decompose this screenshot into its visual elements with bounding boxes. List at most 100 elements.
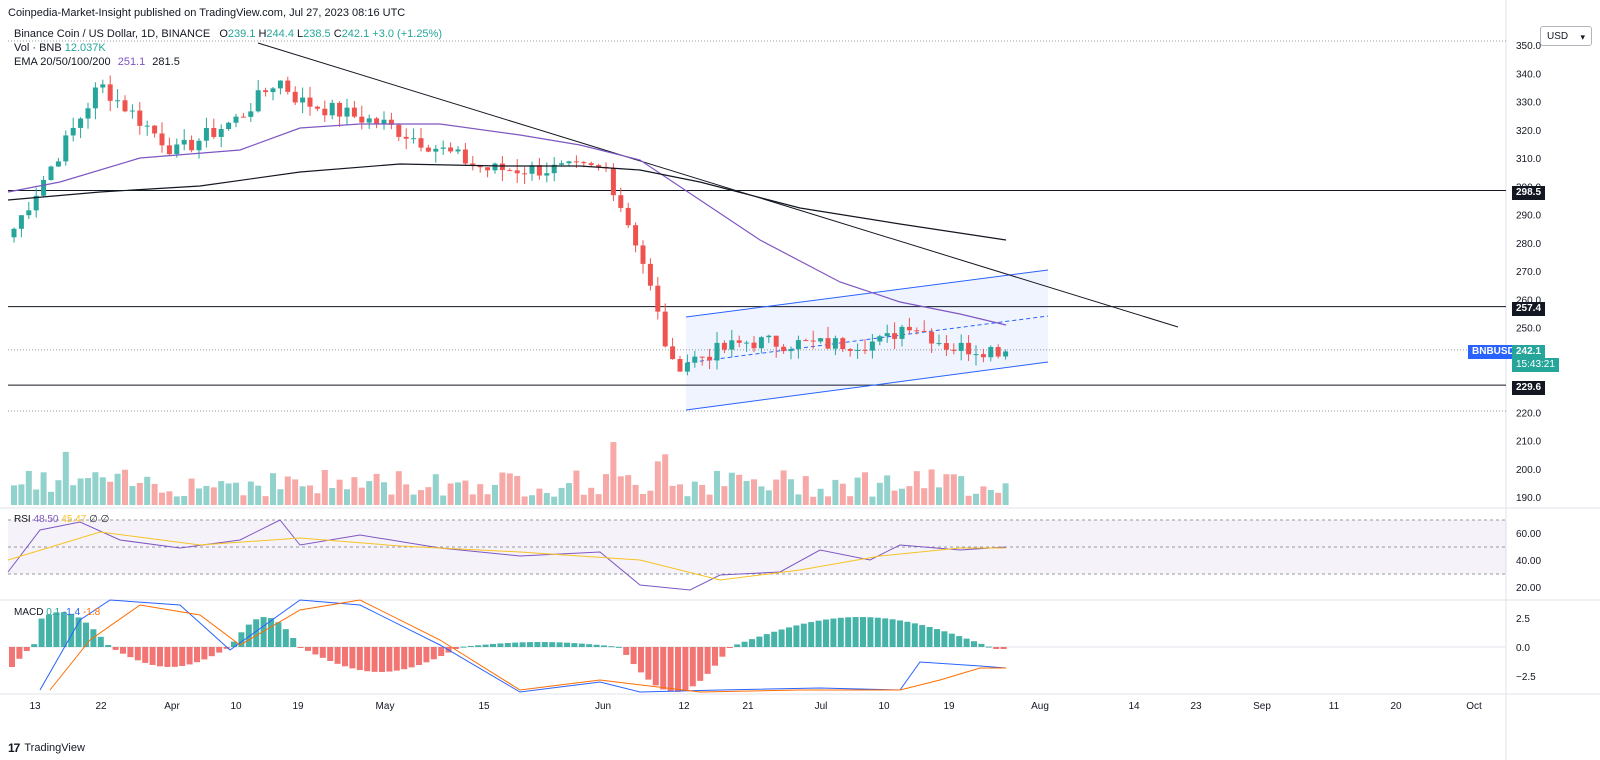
macd-hist-bar	[660, 647, 667, 690]
volume-bar	[943, 474, 950, 505]
macd-hist-bar	[134, 647, 141, 661]
macd-hist-bar	[157, 647, 163, 667]
volume-bar	[543, 492, 550, 505]
volume-bar	[743, 480, 750, 505]
macd-hist-bar	[564, 642, 570, 647]
macd-hist-bar	[808, 622, 815, 647]
volume-bar	[795, 494, 802, 505]
volume-bar	[381, 482, 387, 505]
macd-hist-bar	[112, 647, 119, 650]
candle-body	[26, 210, 32, 216]
candle-body	[699, 356, 705, 358]
volume-bar	[788, 479, 794, 505]
volume-bar	[529, 495, 535, 505]
candle-body	[514, 170, 520, 174]
volume-bar	[617, 476, 624, 505]
volume-bar	[92, 472, 99, 505]
candle-body	[314, 106, 320, 109]
macd-hist-bar	[845, 617, 852, 647]
candle-body	[85, 108, 91, 119]
volume-bar	[329, 488, 336, 505]
macd-hist-bar	[149, 647, 156, 665]
macd-hist-bar	[319, 647, 326, 658]
macd-hist-bar	[334, 647, 341, 664]
volume-bar	[77, 478, 84, 505]
price-tick-label: 260.0	[1516, 295, 1541, 306]
currency-label: USD	[1547, 31, 1569, 42]
volume-bar	[373, 473, 380, 505]
volume-value: 12.037K	[64, 42, 106, 54]
candle-body	[536, 165, 542, 176]
volume-bar	[802, 476, 809, 505]
candle-body	[832, 338, 838, 349]
candle-body	[647, 263, 653, 286]
macd-hist-bar	[453, 647, 459, 649]
candle-body	[152, 125, 158, 134]
candle-body	[781, 346, 787, 352]
currency-button[interactable]: USD ▾	[1540, 26, 1592, 46]
volume-bar	[728, 472, 735, 505]
macd-hist-bar	[615, 646, 622, 648]
macd-hist-bar	[645, 647, 652, 680]
macd-hist-bar	[490, 643, 496, 647]
macd-hist-bar	[260, 617, 267, 647]
macd-hist-bar	[142, 647, 149, 663]
time-axis-label: 19	[292, 701, 304, 712]
volume-bar	[233, 482, 239, 505]
candle-body	[566, 161, 572, 164]
volume-label[interactable]: Vol · BNB	[14, 42, 62, 54]
macd-hist-bar	[282, 629, 289, 647]
candle-body	[448, 147, 454, 152]
macd-hist-bar	[904, 621, 911, 647]
change-value: +3.0 (+1.25%)	[372, 28, 442, 40]
candle-body	[795, 340, 801, 350]
volume-bar	[773, 479, 780, 505]
macd-hist-bar	[741, 641, 748, 647]
volume-bar	[99, 477, 106, 505]
volume-bar	[270, 473, 276, 505]
volume-bar	[1002, 483, 1009, 505]
candle-body	[736, 340, 742, 343]
volume-bar	[107, 481, 114, 505]
time-axis-label: May	[376, 701, 395, 712]
volume-bar	[247, 481, 254, 505]
macd-hist-bar	[756, 636, 763, 647]
rsi-tick-label: 60.00	[1516, 529, 1541, 540]
ema-label[interactable]: EMA 20/50/100/200	[14, 56, 111, 68]
volume-bar	[344, 489, 350, 505]
macd-label[interactable]: MACD	[14, 607, 44, 618]
volume-bar	[188, 478, 195, 505]
tradingview-logo[interactable]: 17 TradingView	[8, 741, 85, 755]
ema-fast-line	[7, 123, 1007, 326]
macd-hist-bar	[719, 647, 726, 657]
volume-bar	[455, 482, 461, 505]
macd-hist-bar	[778, 629, 785, 647]
macd-hist-bar	[460, 646, 467, 648]
price-tick-label: 220.0	[1516, 408, 1541, 419]
candle-body	[551, 164, 557, 174]
macd-hist-bar	[194, 647, 200, 663]
candle-body	[366, 118, 372, 123]
candle-body	[174, 144, 180, 155]
volume-bar	[825, 496, 831, 505]
candle-body	[906, 326, 912, 331]
candle-body	[226, 122, 232, 130]
macd-hist-bar	[482, 644, 489, 647]
volume-bar	[632, 484, 639, 505]
candle-body	[618, 195, 624, 208]
candle-body	[995, 347, 1001, 357]
macd-hist-bar	[689, 647, 696, 687]
rsi-label[interactable]: RSI	[14, 514, 31, 525]
symbol-name[interactable]: Binance Coin / US Dollar, 1D, BINANCE	[14, 28, 211, 40]
volume-bar	[62, 451, 69, 505]
candle-body	[240, 116, 246, 118]
candle-body	[980, 354, 986, 358]
candle-body	[492, 163, 498, 171]
candle-body	[625, 207, 631, 226]
macd-line	[39, 599, 1007, 693]
candle-body	[640, 245, 646, 264]
macd-hist-bar	[120, 647, 126, 654]
candle-body	[921, 330, 927, 332]
macd-hist-bar	[290, 637, 297, 647]
